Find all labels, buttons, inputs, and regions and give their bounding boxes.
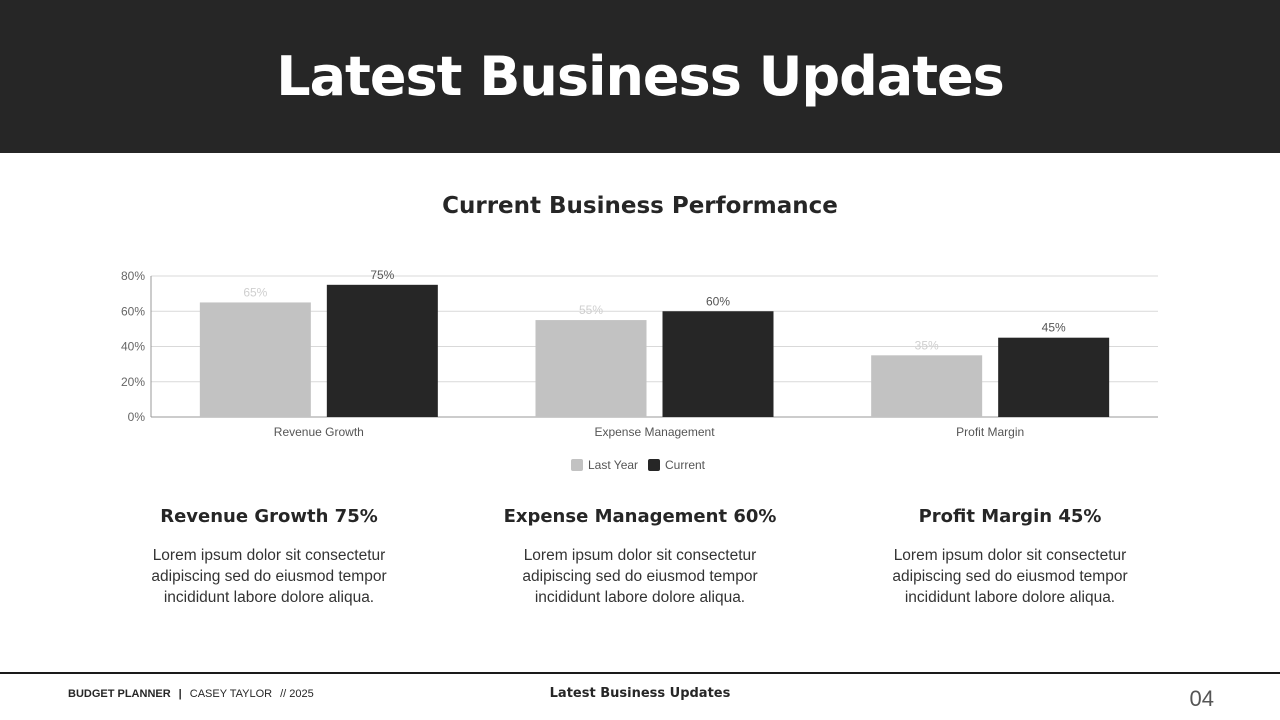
bar-data-label: 45% — [1042, 321, 1066, 335]
legend-swatch — [648, 459, 660, 471]
y-tick-label: 60% — [121, 304, 145, 318]
x-tick-label: Revenue Growth — [274, 425, 364, 439]
kpi-card-expense: Expense Management 60% Lorem ipsum dolor… — [490, 506, 790, 608]
kpi-card-title: Revenue Growth 75% — [160, 506, 378, 527]
kpi-card-title: Profit Margin 45% — [918, 506, 1102, 527]
kpi-card-text: Lorem ipsum dolor sit consectetur adipis… — [892, 547, 1128, 606]
footer-brand: BUDGET PLANNER — [68, 688, 171, 700]
chart-title: Current Business Performance — [442, 193, 838, 219]
y-tick-label: 0% — [128, 410, 146, 424]
kpi-cards: Revenue Growth 75% Lorem ipsum dolor sit… — [0, 506, 1280, 626]
footer-separator: | — [178, 688, 182, 700]
y-tick-label: 40% — [121, 340, 145, 354]
bar-last-year — [535, 320, 647, 417]
footer-divider — [0, 672, 1280, 674]
bar-current — [326, 284, 438, 417]
kpi-card-revenue: Revenue Growth 75% Lorem ipsum dolor sit… — [119, 506, 419, 608]
bar-data-label: 60% — [706, 294, 730, 308]
bar-last-year — [199, 302, 311, 417]
footer-author: CASEY TAYLOR — [189, 688, 273, 700]
footer-credits: BUDGET PLANNER | CASEY TAYLOR // 2025 — [68, 688, 314, 700]
bar-data-label: 35% — [915, 338, 939, 352]
bar-current — [662, 311, 774, 417]
kpi-card-title: Expense Management 60% — [503, 506, 777, 527]
legend-swatch — [571, 459, 583, 471]
x-tick-label: Profit Margin — [956, 425, 1024, 439]
bar-current — [998, 337, 1110, 417]
kpi-card-profit: Profit Margin 45% Lorem ipsum dolor sit … — [860, 506, 1160, 608]
kpi-card-text: Lorem ipsum dolor sit consectetur adipis… — [151, 547, 387, 606]
kpi-card-text: Lorem ipsum dolor sit consectetur adipis… — [522, 547, 758, 606]
bar-data-label: 55% — [579, 303, 603, 317]
footer-title: Latest Business Updates — [549, 686, 731, 701]
bar-chart: 0% 20% 40% 60% 80% 65% 75% Revenue Growth 55% 60%… — [121, 268, 1158, 472]
footer-year: // 2025 — [280, 688, 314, 700]
legend-label: Last Year — [588, 458, 638, 472]
bar-data-label: 65% — [243, 285, 267, 299]
y-tick-label: 80% — [121, 269, 145, 283]
page-title: Latest Business Updates — [276, 45, 1005, 108]
header-banner: Latest Business Updates — [0, 0, 1280, 153]
x-tick-label: Expense Management — [594, 425, 715, 439]
bar-last-year — [871, 355, 983, 417]
page-number: 04 — [1189, 686, 1214, 711]
bar-data-label: 75% — [370, 268, 394, 282]
y-tick-label: 20% — [121, 375, 145, 389]
legend-label: Current — [665, 458, 706, 472]
